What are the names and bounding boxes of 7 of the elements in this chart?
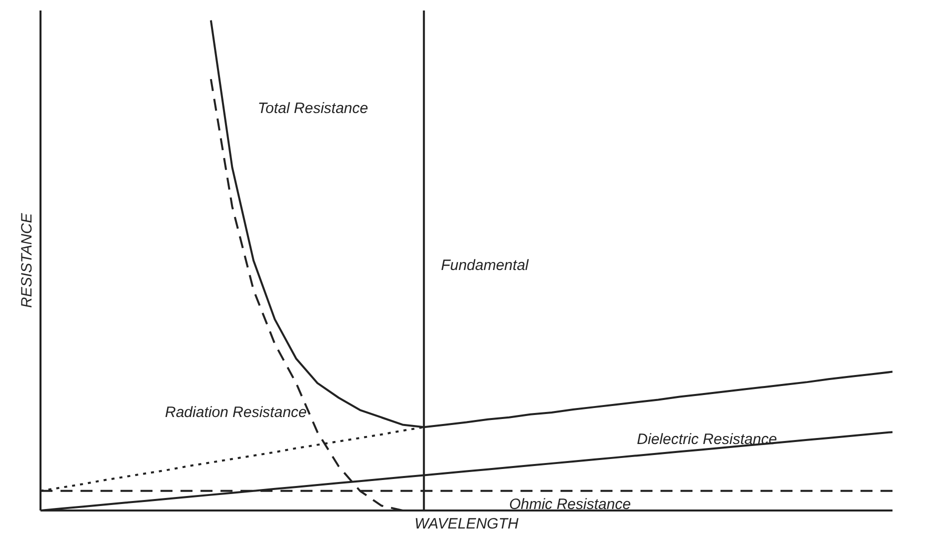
series-label: Ohmic Resistance [509, 496, 631, 513]
text: Total Resistance [258, 100, 368, 118]
x-axis-title: WAVELENGTH [414, 516, 519, 532]
y-axis-title: RESISTANCE [18, 212, 36, 308]
series-label: Radiation Resistance [165, 404, 307, 421]
annotation: Fundamental [440, 256, 530, 274]
series-label: Dielectric Resistance [636, 430, 777, 448]
